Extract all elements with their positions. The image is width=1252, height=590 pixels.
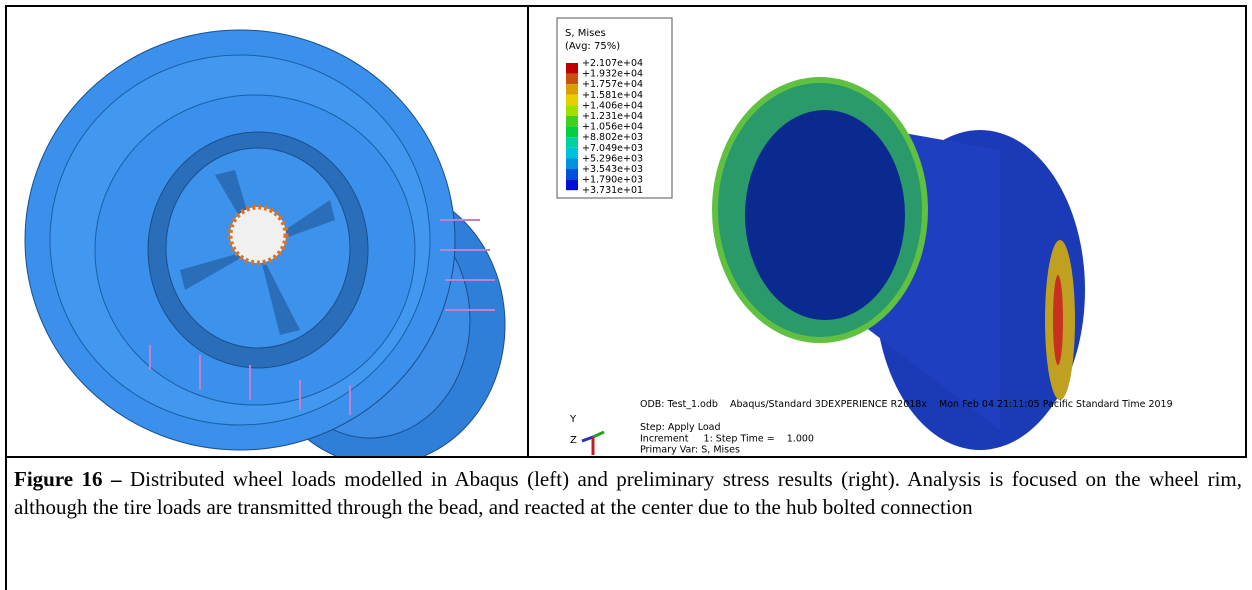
caption: Figure 16 – Distributed wheel loads mode… xyxy=(14,465,1242,521)
divider xyxy=(527,5,529,458)
figure-frame xyxy=(5,5,1247,458)
caption-text: Distributed wheel loads modelled in Abaq… xyxy=(14,467,1242,519)
page: S, Mises (Avg: 75%) +2.107e+04+1.932e+04… xyxy=(0,0,1252,590)
caption-border xyxy=(5,458,7,590)
caption-label: Figure 16 – xyxy=(14,467,122,491)
